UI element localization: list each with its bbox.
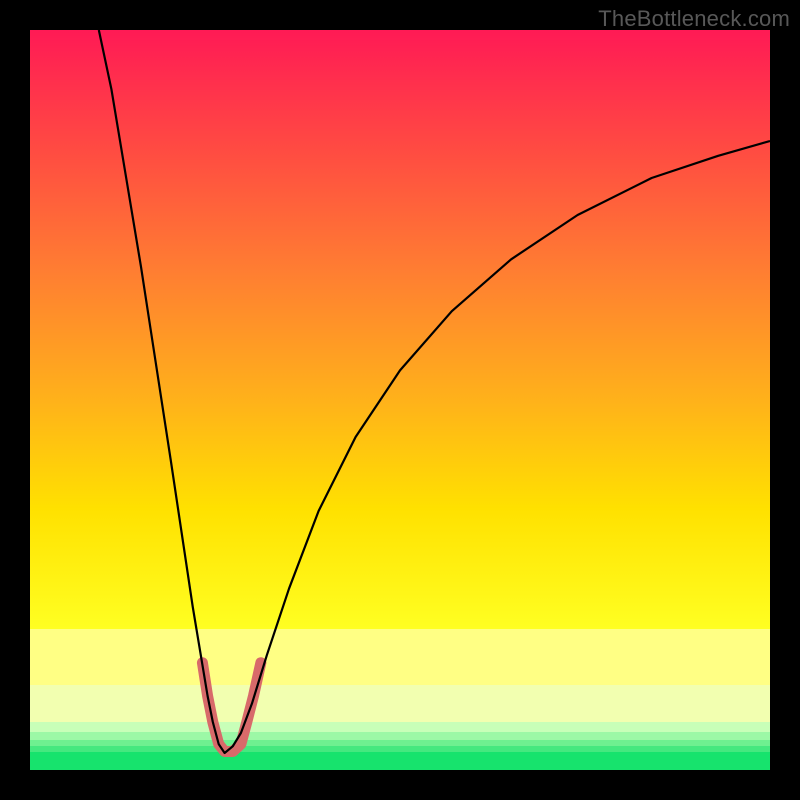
bottleneck-curve	[99, 30, 770, 753]
chart-frame: TheBottleneck.com	[0, 0, 800, 800]
highlight-marker	[202, 663, 260, 752]
watermark-text: TheBottleneck.com	[598, 6, 790, 32]
curve-layer	[30, 30, 770, 770]
plot-area	[30, 30, 770, 770]
